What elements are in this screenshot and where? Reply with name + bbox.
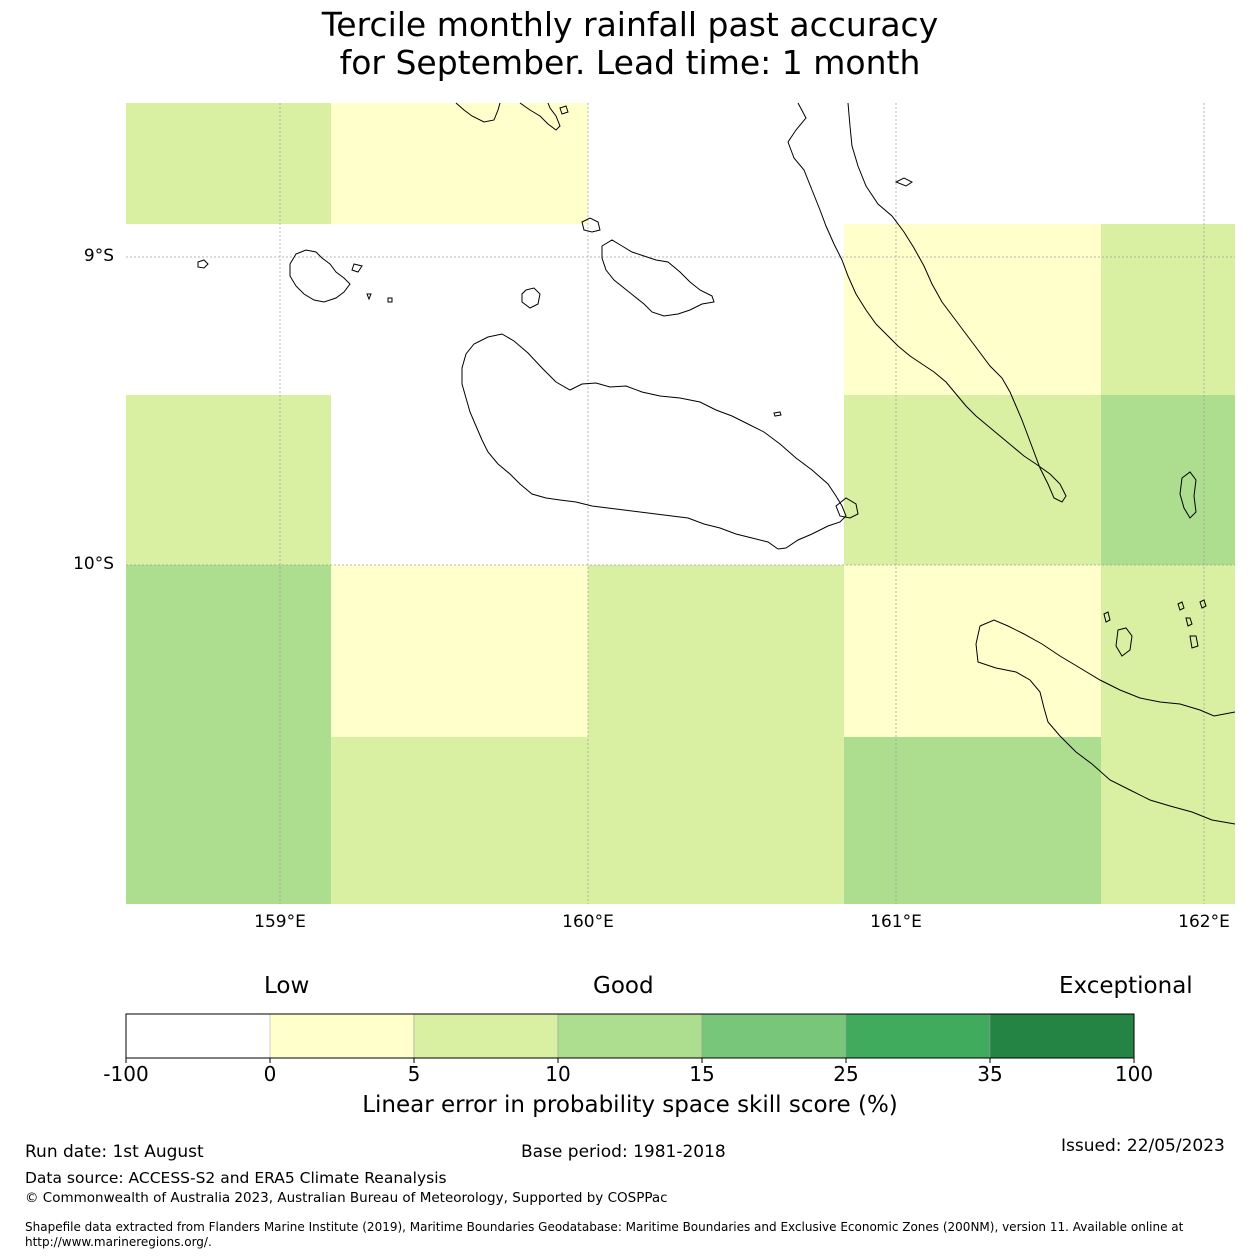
shapefile-credit: Shapefile data extracted from Flanders M…	[25, 1220, 1184, 1249]
small-island	[387, 297, 393, 303]
colorbar-tick-label: 0	[263, 1062, 277, 1086]
grid-cell	[331, 103, 588, 224]
x-tick-162e: 162°E	[1178, 912, 1230, 932]
small-island	[366, 293, 372, 301]
colorbar-segments	[126, 1013, 1135, 1059]
grid-cell	[588, 565, 844, 737]
small-island	[1115, 627, 1133, 657]
grid-cell	[126, 395, 331, 565]
colorbar-category-good: Good	[593, 973, 654, 999]
grid-cell	[1101, 224, 1235, 395]
small-island	[559, 105, 569, 115]
small-island	[1189, 635, 1199, 649]
colorbar-frame	[125, 1013, 1135, 1059]
grid-cell	[844, 224, 1101, 395]
small-island	[1103, 611, 1111, 623]
grid-cell	[1101, 565, 1235, 737]
guadalcanal-island	[461, 333, 847, 550]
colorbar	[125, 1013, 1135, 1063]
small-island	[1179, 471, 1197, 519]
y-tick-9s: 9°S	[83, 246, 114, 266]
colorbar-tickmarks	[125, 1058, 1135, 1063]
colorbar-segment	[413, 1013, 559, 1059]
title-line-2: for September. Lead time: 1 month	[339, 43, 921, 82]
x-tick-160e: 160°E	[562, 912, 614, 932]
run-date: Run date: 1st August	[25, 1142, 204, 1162]
grid-cell	[126, 565, 331, 737]
san-cristobal-island	[979, 619, 1236, 717]
issued-date: Issued: 22/05/2023	[1061, 1136, 1225, 1156]
colorbar-label: Linear error in probability space skill …	[362, 1092, 898, 1118]
grid-cell	[844, 737, 1101, 904]
copyright: © Commonwealth of Australia 2023, Austra…	[25, 1190, 668, 1206]
russell-islands	[289, 249, 351, 303]
colorbar-tick-label: 5	[407, 1062, 421, 1086]
x-tick-161e: 161°E	[870, 912, 922, 932]
colorbar-segment	[989, 1013, 1135, 1059]
small-island	[351, 263, 363, 273]
florida-islands	[601, 239, 715, 317]
colorbar-category-low: Low	[264, 973, 310, 999]
grid-cell	[588, 737, 844, 904]
colorbar-segment	[701, 1013, 847, 1059]
small-island	[1185, 617, 1193, 627]
small-island	[1199, 599, 1207, 609]
colorbar-tick-label: -100	[103, 1062, 149, 1086]
small-island	[197, 259, 209, 269]
coastlines	[197, 102, 1236, 825]
small-island	[835, 497, 859, 519]
grid-cell	[126, 737, 331, 904]
skill-grid	[126, 103, 1235, 904]
malaita-island	[787, 102, 1067, 503]
santa-isabel-island-tip	[455, 102, 501, 123]
small-island	[894, 177, 913, 187]
colorbar-tick-label: 10	[545, 1062, 571, 1086]
grid-cell	[1101, 395, 1235, 565]
grid-cell	[126, 103, 331, 224]
colorbar-segment	[269, 1013, 415, 1059]
x-tick-159e: 159°E	[254, 912, 306, 932]
small-island	[1177, 601, 1185, 611]
colorbar-segment	[845, 1013, 991, 1059]
colorbar-tick-label: 25	[833, 1062, 859, 1086]
base-period: Base period: 1981-2018	[521, 1142, 726, 1162]
savo-island	[521, 287, 541, 309]
colorbar-category-exceptional: Exceptional	[1059, 973, 1193, 999]
small-island	[519, 102, 561, 131]
grid-cell	[331, 565, 588, 737]
colorbar-tick-label: 15	[689, 1062, 715, 1086]
colorbar-tick-label: 100	[1114, 1062, 1154, 1086]
small-island	[581, 217, 601, 233]
colorbar-tick-label: 35	[977, 1062, 1003, 1086]
small-island	[773, 411, 782, 417]
title-line-1: Tercile monthly rainfall past accuracy	[321, 5, 939, 44]
skill-map	[126, 102, 1236, 904]
grid-cell	[844, 395, 1101, 565]
san-cristobal-island-south	[975, 625, 1236, 825]
colorbar-segment	[557, 1013, 703, 1059]
colorbar-segment	[126, 1014, 270, 1058]
y-tick-10s: 10°S	[73, 554, 114, 574]
map-title: Tercile monthly rainfall past accuracy f…	[0, 6, 1260, 82]
graticule	[126, 103, 1235, 904]
data-source: Data source: ACCESS-S2 and ERA5 Climate …	[25, 1169, 447, 1187]
grid-cell	[844, 565, 1101, 737]
grid-cell	[331, 737, 588, 904]
